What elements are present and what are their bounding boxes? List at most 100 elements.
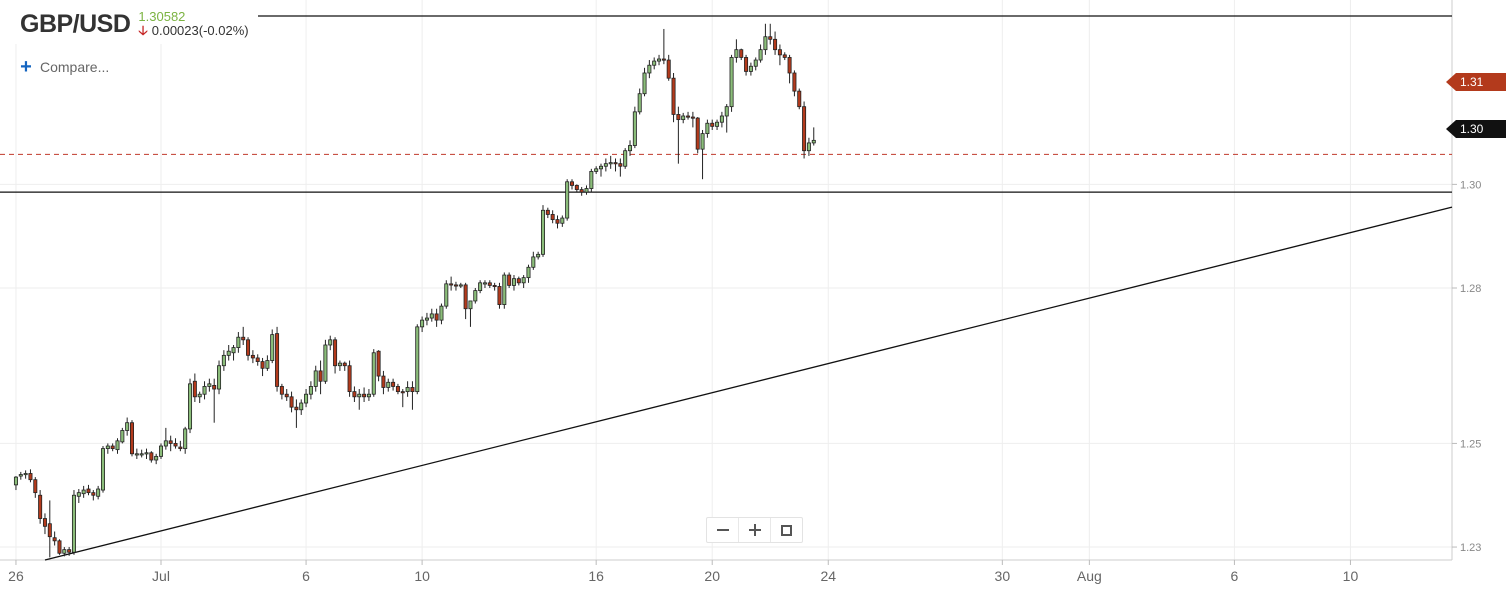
- candle-bear: [695, 117, 700, 150]
- candle-bear: [570, 181, 574, 186]
- candle-bear: [178, 446, 183, 450]
- candle-bear: [352, 391, 357, 398]
- zoom-in-button[interactable]: [739, 518, 771, 542]
- candle-bull: [705, 122, 710, 135]
- candle-bear: [574, 185, 579, 190]
- candle-bull: [763, 36, 768, 51]
- candle-bull: [502, 274, 507, 305]
- y-tick-label: 1.25: [1460, 438, 1481, 450]
- candle-bear: [686, 115, 691, 118]
- candle-bull: [599, 165, 604, 170]
- candle-bear: [342, 362, 347, 367]
- candle-bull: [729, 57, 734, 108]
- candle-bull: [439, 305, 444, 321]
- candle-bull: [386, 381, 391, 388]
- candle-bull: [560, 217, 565, 224]
- candle-bear: [768, 36, 773, 40]
- candle-bear: [52, 537, 57, 542]
- minus-icon: [716, 529, 729, 531]
- candle-bull: [632, 111, 637, 146]
- x-tick-label: 30: [995, 568, 1011, 584]
- current-price-tag: 1.31: [1446, 73, 1506, 91]
- candle-bull: [623, 150, 628, 167]
- candle-bull: [371, 352, 376, 395]
- candle-bull: [217, 365, 222, 390]
- x-tick-label: 6: [1231, 568, 1239, 584]
- candle-bull: [366, 393, 371, 398]
- candle-bull: [154, 455, 159, 461]
- candle-bull: [681, 115, 686, 121]
- candle-bear: [507, 274, 512, 286]
- candle-bull: [188, 383, 193, 430]
- candle-bull: [207, 383, 212, 387]
- candle-bull: [647, 64, 652, 74]
- candle-bull: [13, 476, 18, 486]
- candle-bull: [526, 266, 531, 279]
- x-tick-label: 24: [820, 568, 836, 584]
- candle-bull: [719, 115, 724, 123]
- candle-bear: [787, 57, 792, 74]
- candle-bull: [511, 278, 516, 286]
- candle-bull: [197, 393, 202, 398]
- candle-bear: [333, 339, 338, 367]
- compare-button[interactable]: + Compare...: [18, 57, 114, 77]
- trendline-group[interactable]: [44, 206, 1453, 561]
- candle-bear: [550, 214, 555, 221]
- x-tick-label: 6: [302, 568, 310, 584]
- candle-bear: [453, 284, 458, 287]
- candle-bull: [183, 428, 188, 450]
- candle-bull: [304, 393, 309, 404]
- zoom-out-button[interactable]: [707, 518, 739, 542]
- candle-bull: [221, 354, 226, 367]
- candle-bull: [202, 386, 207, 395]
- candle-bull: [96, 488, 101, 497]
- candle-bull: [758, 49, 763, 61]
- x-tick-label: 26: [8, 568, 24, 584]
- candle-bear: [492, 285, 497, 288]
- candle-bull: [308, 386, 313, 395]
- candle-bear: [260, 361, 265, 369]
- price-change: 0.00023(-0.02%): [151, 23, 249, 38]
- candle-bear: [613, 162, 618, 165]
- plus-icon: [748, 524, 761, 536]
- x-tick-label: 10: [1343, 568, 1359, 584]
- candle-bear: [149, 452, 154, 461]
- candle-bull: [753, 59, 758, 67]
- candle-bear: [28, 473, 33, 481]
- candle-bull: [100, 448, 105, 491]
- candle-bear: [192, 380, 197, 398]
- candle-bear: [690, 116, 695, 119]
- candle-bear: [57, 540, 62, 554]
- change-row: 🡣 0.00023(-0.02%): [138, 24, 248, 38]
- candle-bull: [415, 326, 420, 393]
- candle-bear: [294, 406, 299, 411]
- fullscreen-button[interactable]: [771, 518, 802, 542]
- candle-bear: [42, 518, 47, 527]
- candle-bear: [710, 122, 715, 127]
- candle-bull: [323, 344, 328, 382]
- time-axis: 26 Jul 6 10 16 20 24 30 Aug 6 10: [8, 560, 1358, 584]
- candle-bear: [666, 59, 671, 79]
- candle-bear: [241, 336, 246, 341]
- candles: [13, 23, 816, 558]
- candle-bull: [642, 72, 647, 95]
- candle-bull: [715, 121, 720, 127]
- candle-bull: [76, 492, 81, 497]
- candle-bull: [357, 393, 362, 398]
- candle-bull: [405, 387, 410, 393]
- candle-bull: [18, 474, 23, 477]
- candle-bear: [376, 350, 381, 377]
- candle-bull: [536, 253, 541, 258]
- candle-bull: [226, 350, 231, 356]
- last-price: 1.30582: [138, 9, 186, 24]
- candle-bull: [231, 347, 236, 354]
- candle-bear: [173, 443, 178, 447]
- candle-bull: [806, 142, 811, 152]
- candle-bull: [584, 188, 589, 193]
- candle-bull: [120, 430, 125, 443]
- candle-bear: [255, 357, 260, 362]
- candle-bear: [391, 381, 396, 387]
- candle-bear: [168, 440, 173, 444]
- candle-bull: [71, 494, 76, 553]
